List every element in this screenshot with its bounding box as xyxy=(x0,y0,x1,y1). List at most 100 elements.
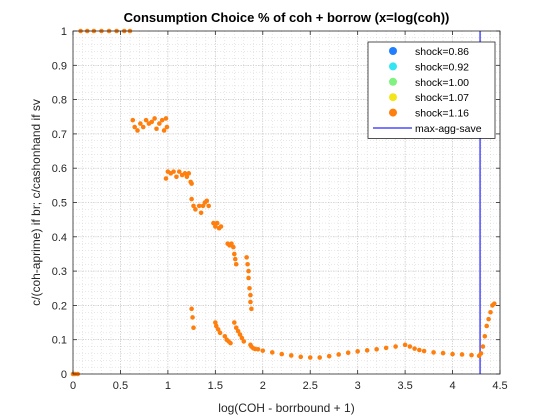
legend-marker xyxy=(389,47,397,55)
data-point xyxy=(191,203,196,209)
data-point xyxy=(154,126,159,132)
data-point xyxy=(159,117,165,123)
data-point xyxy=(336,352,341,357)
data-point xyxy=(217,330,223,336)
data-point xyxy=(246,268,251,274)
data-point xyxy=(255,347,261,352)
legend-label: shock=1.16 xyxy=(415,108,469,120)
legend-label: shock=0.86 xyxy=(415,46,469,58)
grid xyxy=(73,31,500,374)
x-tick-label: 0 xyxy=(70,380,76,392)
data-point xyxy=(163,176,169,181)
data-point xyxy=(478,351,484,356)
data-point xyxy=(288,353,294,358)
legend: shock=0.86 shock=0.92 shock=1.00 shock=1.07… xyxy=(367,41,496,139)
data-point xyxy=(237,332,243,337)
data-point xyxy=(233,325,239,330)
data-point xyxy=(200,203,206,209)
data-point xyxy=(249,306,254,312)
x-tick-label: 3.5 xyxy=(397,380,412,392)
data-point xyxy=(184,174,190,180)
data-point xyxy=(213,323,219,329)
data-point xyxy=(244,255,249,260)
data-point xyxy=(171,169,176,174)
x-tick-label: 4 xyxy=(449,380,455,392)
data-point xyxy=(157,121,162,126)
data-point xyxy=(469,352,474,358)
data-point xyxy=(135,128,140,133)
data-point xyxy=(488,309,493,315)
legend-marker xyxy=(389,77,397,86)
data-point xyxy=(149,119,155,125)
data-point xyxy=(232,256,238,262)
y-tick-label: 0.6 xyxy=(52,163,67,175)
data-point xyxy=(186,171,192,176)
data-point xyxy=(317,355,323,360)
data-point xyxy=(241,339,247,344)
data-point xyxy=(450,351,455,357)
data-point xyxy=(440,350,446,356)
data-point xyxy=(492,301,497,306)
x-tick-label: 1 xyxy=(165,380,171,392)
data-point xyxy=(140,124,146,130)
data-point xyxy=(143,117,149,123)
data-point xyxy=(482,333,488,339)
y-tick-label: 0.7 xyxy=(52,129,67,141)
data-point xyxy=(431,350,436,355)
data-point xyxy=(326,353,332,359)
data-point xyxy=(248,292,253,298)
data-point xyxy=(215,327,221,332)
data-point xyxy=(298,354,304,360)
data-point xyxy=(235,328,241,334)
data-point xyxy=(196,203,202,209)
data-point xyxy=(190,315,195,320)
data-point xyxy=(412,346,417,351)
data-point xyxy=(355,349,360,354)
data-point xyxy=(189,196,194,202)
data-point xyxy=(233,261,239,267)
x-tick-label: 2.5 xyxy=(303,380,318,392)
y-tick-label: 0.4 xyxy=(52,232,67,244)
legend-label: shock=1.00 xyxy=(415,77,469,89)
y-tick-label: 0 xyxy=(61,369,67,381)
chart-title: Consumption Choice % of coh + borrow (x=… xyxy=(124,10,450,25)
x-axis-label: log(COH - borrbound + 1) xyxy=(218,401,354,415)
data-point xyxy=(174,174,179,180)
data-point xyxy=(393,344,398,349)
data-point xyxy=(232,251,237,257)
data-point xyxy=(383,345,389,351)
data-point xyxy=(138,121,143,126)
data-point xyxy=(260,348,266,353)
data-point xyxy=(132,124,137,130)
y-tick-label: 1 xyxy=(61,26,67,38)
data-point xyxy=(189,306,194,312)
x-axis: 0 0.5 1 1.5 2 2.5 3 3.5 4 4.5 xyxy=(70,31,508,392)
legend-label: shock=0.92 xyxy=(415,61,469,73)
x-tick-label: 4.5 xyxy=(492,380,507,392)
data-point xyxy=(279,351,285,357)
data-point xyxy=(345,350,351,356)
data-point xyxy=(245,261,250,267)
x-tick-label: 0.5 xyxy=(113,380,128,392)
x-tick-label: 1.5 xyxy=(208,380,223,392)
data-point xyxy=(218,224,224,229)
data-point xyxy=(307,355,313,360)
data-point xyxy=(152,116,157,121)
data-point xyxy=(417,347,422,353)
legend-marker xyxy=(389,62,397,71)
data-point xyxy=(374,347,379,352)
data-point xyxy=(228,340,233,346)
legend-marker xyxy=(389,93,397,102)
data-point xyxy=(364,348,370,353)
data-point xyxy=(193,207,198,212)
data-point xyxy=(229,241,234,246)
data-points xyxy=(70,28,497,377)
y-axis-label: c/(coh-aprime) if br; c/cashonhand if sv xyxy=(29,99,43,306)
data-point xyxy=(459,352,465,357)
data-point xyxy=(163,116,169,121)
data-point xyxy=(231,244,236,250)
y-tick-label: 0.5 xyxy=(52,198,67,210)
data-point xyxy=(239,335,245,341)
data-point xyxy=(480,344,486,349)
